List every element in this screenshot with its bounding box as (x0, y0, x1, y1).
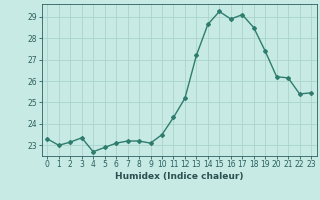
X-axis label: Humidex (Indice chaleur): Humidex (Indice chaleur) (115, 172, 244, 181)
